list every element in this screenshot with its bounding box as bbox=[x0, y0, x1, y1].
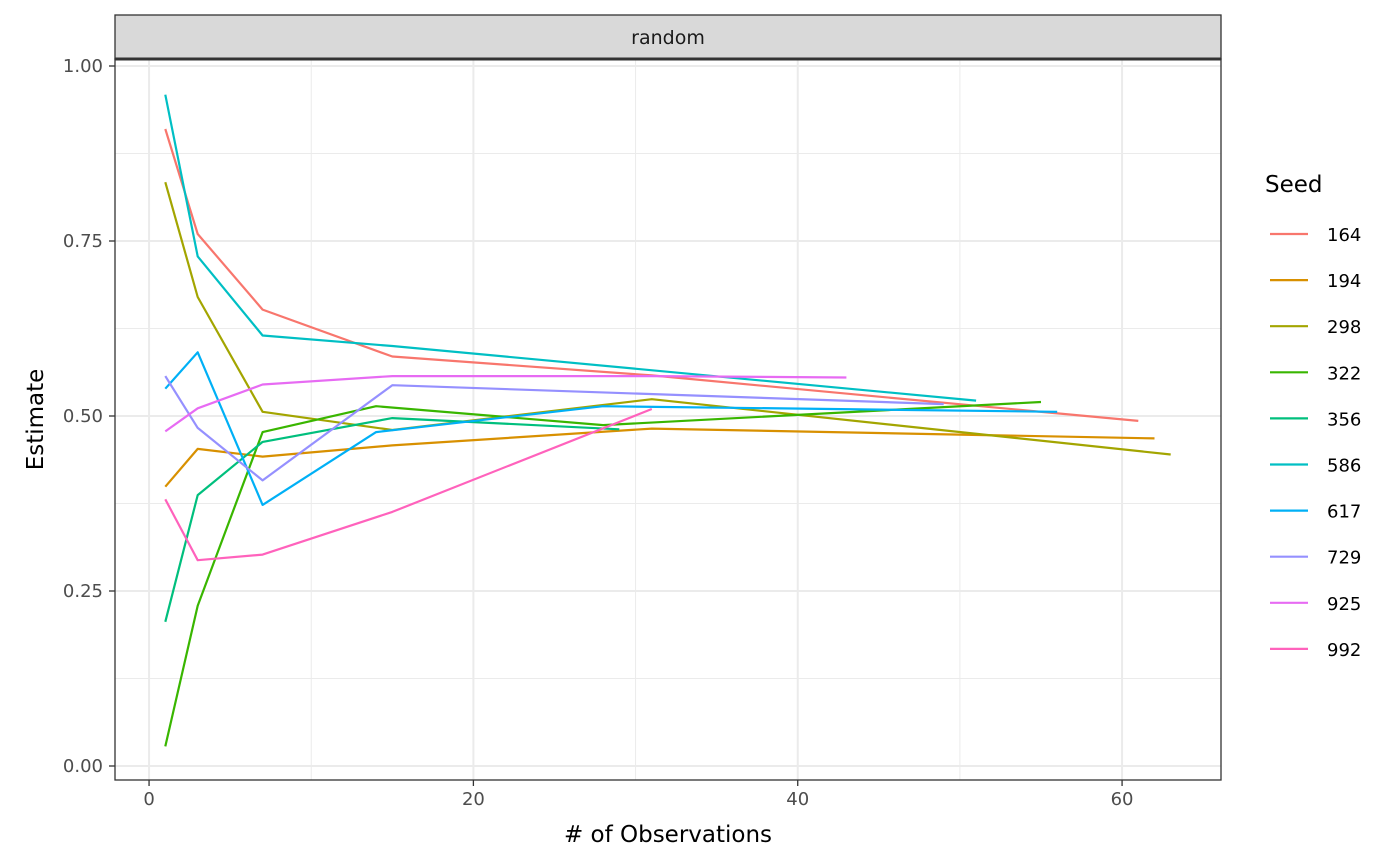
y-tick-label: 0.75 bbox=[63, 231, 103, 252]
y-tick-label: 0.50 bbox=[63, 406, 103, 427]
legend-label-992: 992 bbox=[1327, 640, 1361, 661]
y-tick-label: 1.00 bbox=[63, 56, 103, 77]
facet-strip-label: random bbox=[631, 27, 705, 49]
legend-label-356: 356 bbox=[1327, 409, 1361, 430]
series-line-194 bbox=[164, 427, 1155, 488]
x-tick-label: 0 bbox=[143, 789, 154, 810]
legend-label-729: 729 bbox=[1327, 548, 1361, 569]
legend-label-617: 617 bbox=[1327, 502, 1361, 523]
legend-label-586: 586 bbox=[1327, 456, 1361, 477]
legend-label-194: 194 bbox=[1327, 271, 1361, 292]
y-axis-title: Estimate bbox=[23, 369, 49, 471]
x-tick-label: 60 bbox=[1111, 789, 1134, 810]
series-line-586 bbox=[164, 94, 977, 402]
series-line-729 bbox=[164, 375, 944, 482]
series-line-322 bbox=[164, 400, 1042, 747]
series-line-925 bbox=[164, 375, 847, 433]
x-tick-label: 40 bbox=[786, 789, 809, 810]
legend-label-164: 164 bbox=[1327, 225, 1361, 246]
legend-label-322: 322 bbox=[1327, 363, 1361, 384]
y-tick-label: 0.25 bbox=[63, 581, 103, 602]
legend-label-298: 298 bbox=[1327, 317, 1361, 338]
facet-strip bbox=[114, 14, 1222, 60]
x-tick-label: 20 bbox=[462, 789, 485, 810]
x-axis-title: # of Observations bbox=[564, 822, 772, 848]
y-tick-label: 0.00 bbox=[63, 756, 103, 777]
legend: Seed 164 194 298 322 356 586 617 729 925 992 bbox=[1265, 172, 1361, 661]
series-line-617 bbox=[164, 351, 1058, 506]
legend-label-925: 925 bbox=[1327, 594, 1361, 615]
series-line-992 bbox=[164, 407, 653, 562]
series-line-164 bbox=[164, 128, 1139, 422]
plot-panel bbox=[115, 59, 1221, 780]
legend-title: Seed bbox=[1265, 172, 1323, 198]
